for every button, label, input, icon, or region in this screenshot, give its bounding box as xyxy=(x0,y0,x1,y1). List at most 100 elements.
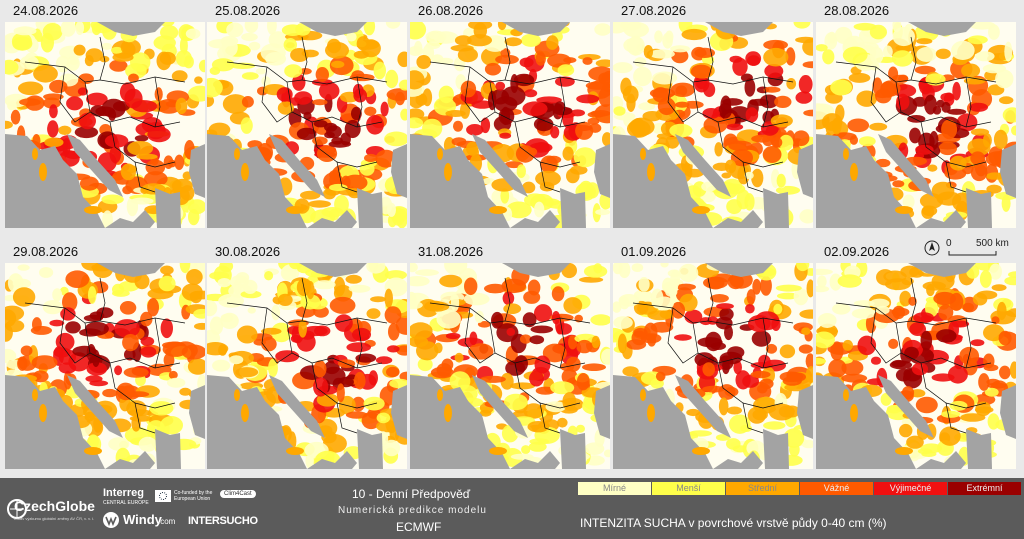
drought-patch xyxy=(627,119,651,138)
drought-patch xyxy=(61,292,78,312)
scale-distance: 500 km xyxy=(976,238,1009,249)
sea xyxy=(594,385,610,439)
drought-patch xyxy=(939,426,961,446)
drought-patch xyxy=(989,263,1002,280)
drought-patch xyxy=(300,294,321,310)
drought-patch xyxy=(888,338,899,349)
sea xyxy=(510,210,560,228)
drought-patch xyxy=(715,434,731,441)
legend-item: Výjimečné xyxy=(874,482,947,495)
drought-patch xyxy=(534,304,553,323)
drought-patch xyxy=(52,288,63,302)
drought-patch xyxy=(771,317,781,331)
sea xyxy=(299,22,367,36)
drought-patch xyxy=(773,303,783,315)
drought-patch xyxy=(325,41,349,59)
drought-patch xyxy=(762,146,782,163)
drought-patch xyxy=(703,116,728,134)
drought-patch xyxy=(837,274,862,288)
island xyxy=(437,389,443,401)
border xyxy=(154,76,161,128)
drought-patch xyxy=(298,319,307,338)
drought-patch xyxy=(451,137,467,146)
eu-cofunded: Co-funded by the European Union xyxy=(174,490,213,502)
drought-patch xyxy=(801,327,811,335)
drought-patch xyxy=(345,411,368,419)
interreg-region: CENTRAL EUROPE xyxy=(103,500,149,506)
drought-patch xyxy=(75,22,85,35)
drought-patch xyxy=(550,126,560,139)
drought-patch xyxy=(384,288,393,308)
drought-patch xyxy=(364,106,377,117)
drought-patch xyxy=(439,274,463,288)
drought-patch xyxy=(47,120,59,138)
drought-patch xyxy=(649,49,675,59)
drought-patch xyxy=(324,131,335,139)
drought-patch xyxy=(911,362,929,376)
border xyxy=(84,322,181,369)
sea xyxy=(5,134,105,228)
island xyxy=(437,148,443,160)
drought-patch xyxy=(524,89,538,98)
windy-logo: Windy xyxy=(123,512,162,527)
drought-patch xyxy=(207,94,215,107)
drought-patch xyxy=(466,124,484,136)
drought-patch xyxy=(566,356,581,372)
sea xyxy=(908,22,976,36)
sea xyxy=(908,263,976,277)
drought-patch xyxy=(768,403,795,421)
drought-patch xyxy=(665,287,678,297)
drought-patch xyxy=(816,357,827,365)
drought-patch xyxy=(796,263,810,272)
drought-patch xyxy=(662,32,673,49)
drought-patch xyxy=(960,413,986,422)
drought-patch xyxy=(147,126,171,143)
island xyxy=(647,163,655,181)
drought-patch xyxy=(869,24,887,40)
drought-patch xyxy=(86,92,108,106)
drought-patch xyxy=(209,271,230,280)
island xyxy=(444,404,452,422)
drought-patch xyxy=(714,142,723,157)
drought-patch xyxy=(49,79,68,94)
drought-patch xyxy=(551,286,565,302)
drought-patch xyxy=(194,322,205,330)
drought-patch xyxy=(909,127,921,144)
drought-patch xyxy=(127,141,154,156)
scale-zero: 0 xyxy=(946,238,952,249)
drought-patch xyxy=(370,296,386,303)
drought-patch xyxy=(290,334,301,343)
drought-patch xyxy=(869,122,888,131)
border xyxy=(945,402,967,434)
drought-patch xyxy=(869,46,884,64)
drought-patch xyxy=(383,439,401,457)
drought-patch xyxy=(244,22,259,34)
drought-patch xyxy=(33,65,58,83)
drought-patch xyxy=(235,367,259,378)
drought-patch xyxy=(516,164,526,179)
drought-patch xyxy=(776,173,786,188)
island xyxy=(32,148,38,160)
drought-patch xyxy=(561,368,578,385)
drought-patch xyxy=(817,313,837,328)
drought-patch xyxy=(984,387,999,397)
drought-patch xyxy=(355,353,377,363)
drought-patch xyxy=(938,304,954,321)
sea xyxy=(705,22,773,36)
drought-patch xyxy=(929,131,939,150)
drought-patch xyxy=(902,194,915,210)
drought-patch xyxy=(469,331,478,346)
eu-flag xyxy=(155,490,171,502)
drought-patch xyxy=(707,316,719,325)
drought-patch xyxy=(316,145,338,162)
drought-patch xyxy=(848,72,871,83)
drought-patch xyxy=(387,345,400,353)
scale-bar: 0 500 km xyxy=(922,238,1022,258)
border xyxy=(489,81,586,128)
drought-patch xyxy=(562,392,577,411)
drought-patch xyxy=(457,47,478,63)
sea xyxy=(878,134,934,197)
drought-patch xyxy=(970,128,990,136)
drought-patch xyxy=(384,131,407,147)
drought-patch xyxy=(782,376,802,386)
